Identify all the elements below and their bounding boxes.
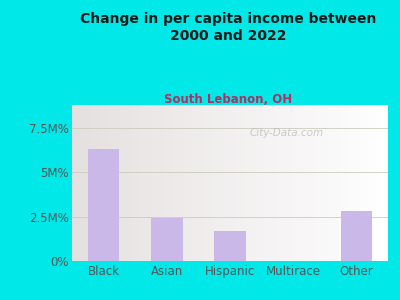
Bar [88,149,120,261]
Text: South Lebanon, OH: South Lebanon, OH [164,93,292,106]
Bar [151,218,182,261]
Bar [214,231,246,261]
Bar [341,212,372,261]
Text: Change in per capita income between
2000 and 2022: Change in per capita income between 2000… [80,12,376,43]
Text: City-Data.com: City-Data.com [250,128,324,138]
